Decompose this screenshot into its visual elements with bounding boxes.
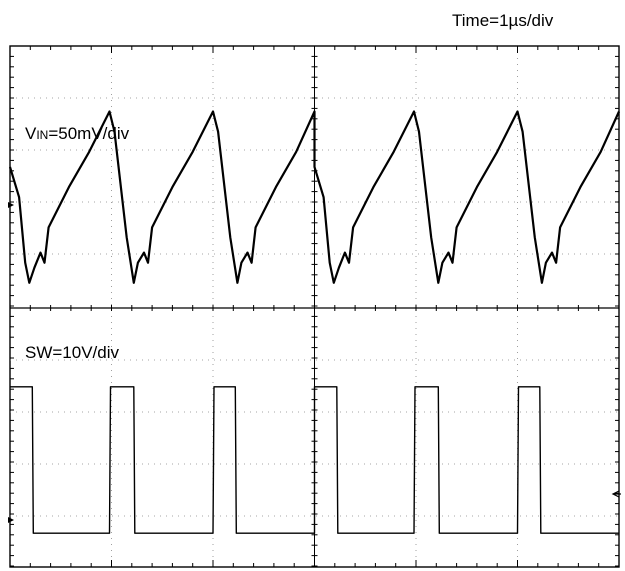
trigger-level-arrow	[611, 490, 620, 498]
vin-label-main: V	[25, 124, 37, 143]
traces	[8, 110, 621, 534]
channel-1-marker	[8, 202, 14, 208]
timebase-label: Time=1µs/div	[452, 11, 554, 30]
trigger-level-marker	[611, 490, 621, 498]
sw-node-trace	[10, 386, 619, 534]
vin-label-subscript: IN	[36, 128, 48, 142]
channel-2-marker	[8, 517, 14, 523]
channel-2-marker-arrow	[8, 517, 14, 523]
channel-1-marker-arrow	[8, 202, 14, 208]
vin-label-rest: =50mV/div	[48, 124, 129, 143]
sw-channel-label: SW=10V/div	[25, 343, 120, 362]
vin-ripple-trace	[8, 110, 621, 284]
vin-channel-label: VIN=50mV/div	[25, 124, 130, 143]
